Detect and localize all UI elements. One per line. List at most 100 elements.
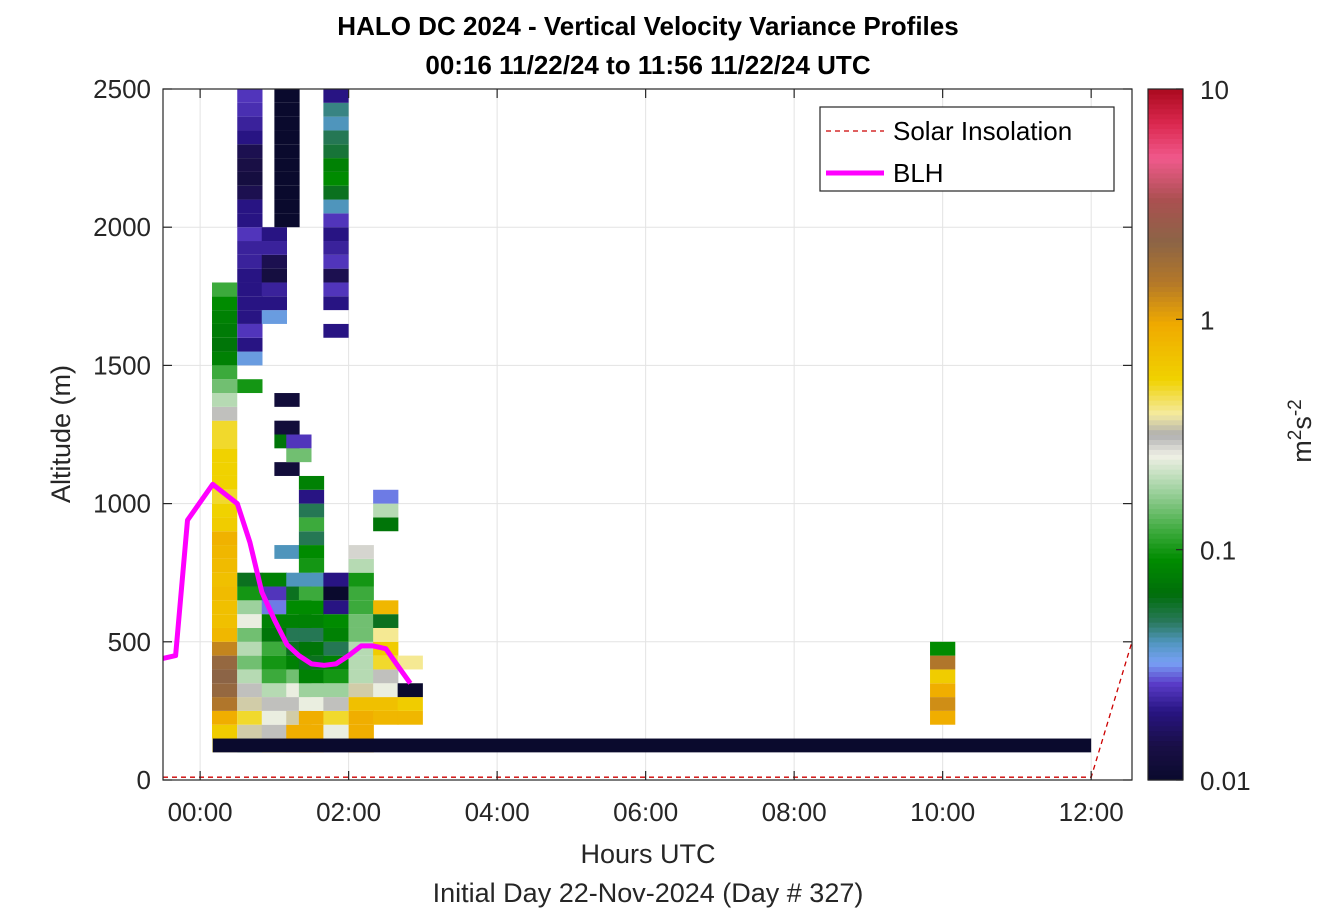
colorbar-segment xyxy=(1148,123,1183,130)
colorbar-segment xyxy=(1148,473,1183,480)
colorbar-segment xyxy=(1148,469,1183,475)
chart-title: HALO DC 2024 - Vertical Velocity Varianc… xyxy=(337,11,958,41)
heatmap-cell xyxy=(298,697,325,711)
heatmap-cell xyxy=(212,351,238,366)
heatmap-cell xyxy=(237,241,263,255)
heatmap-cell xyxy=(237,600,263,615)
heatmap-cell xyxy=(323,683,349,698)
heatmap-cell xyxy=(323,614,349,628)
colorbar-segment xyxy=(1148,715,1183,722)
y-tick-label: 2500 xyxy=(93,74,151,104)
colorbar-segment xyxy=(1148,681,1183,687)
heatmap-cell xyxy=(261,296,288,311)
heatmap-cell xyxy=(212,323,238,338)
heatmap-cell xyxy=(348,586,374,601)
colorbar-segment xyxy=(1148,548,1183,554)
heatmap-cell xyxy=(298,724,325,739)
heatmap-cell xyxy=(212,503,238,518)
colorbar-segment xyxy=(1148,222,1183,228)
colorbar-segment xyxy=(1148,197,1183,204)
colorbar-segment xyxy=(1148,237,1183,243)
colorbar-segment xyxy=(1148,380,1183,386)
colorbar-tick-label: 10 xyxy=(1200,75,1229,105)
colorbar: 0.01 0.1 1 10 m2s-2 xyxy=(1147,75,1317,796)
heatmap-cell xyxy=(298,545,325,559)
colorbar-segment xyxy=(1148,770,1183,776)
heatmap-cell xyxy=(286,448,312,463)
x-axis-ticks: 00:00 02:00 04:00 06:00 08:00 10:00 12:00 xyxy=(168,89,1124,827)
colorbar-segment xyxy=(1148,148,1183,154)
heatmap-cell xyxy=(323,282,349,297)
colorbar-segment xyxy=(1148,414,1183,421)
heatmap-cell xyxy=(261,641,288,656)
heatmap-cell xyxy=(237,614,263,628)
colorbar-segment xyxy=(1148,399,1183,406)
heatmap-cell xyxy=(274,144,300,159)
colorbar-segment xyxy=(1148,612,1183,618)
colorbar-segment xyxy=(1148,577,1183,584)
heatmap-cell xyxy=(323,171,349,186)
colorbar-segment xyxy=(1148,493,1183,500)
heatmap-cell xyxy=(323,697,349,711)
heatmap-cell xyxy=(323,199,349,214)
heatmap-cell xyxy=(212,337,238,352)
heatmap-cell xyxy=(298,586,325,601)
heatmap-cell xyxy=(323,144,349,159)
heatmap-cell xyxy=(212,600,238,615)
heatmap-cell xyxy=(323,724,349,739)
colorbar-segment xyxy=(1148,276,1183,283)
legend-solar-label: Solar Insolation xyxy=(893,116,1072,146)
colorbar-segment xyxy=(1148,518,1183,524)
heatmap-cell xyxy=(298,641,325,656)
colorbar-segment xyxy=(1148,182,1183,189)
heatmap-cell xyxy=(237,144,263,159)
colorbar-segment xyxy=(1148,691,1183,697)
colorbar-segment xyxy=(1148,187,1183,194)
colorbar-segment xyxy=(1148,750,1183,756)
heatmap-cell xyxy=(323,296,349,311)
heatmap-cell xyxy=(237,282,263,297)
legend: Solar Insolation BLH xyxy=(819,106,1115,192)
colorbar-segment xyxy=(1148,281,1183,288)
colorbar-segment xyxy=(1148,508,1183,515)
heatmap-cell xyxy=(212,379,238,394)
heatmap-cell xyxy=(261,683,288,698)
colorbar-segment xyxy=(1148,212,1183,218)
y-tick-label: 2000 xyxy=(93,212,151,242)
heatmap-cell xyxy=(212,517,238,532)
heatmap-cell xyxy=(373,517,399,532)
colorbar-segment xyxy=(1148,592,1183,598)
heatmap-cell xyxy=(274,185,300,200)
colorbar-segment xyxy=(1148,93,1183,100)
heatmap-cell xyxy=(323,185,349,200)
heatmap-cell xyxy=(298,710,325,725)
colorbar-segment xyxy=(1148,370,1183,376)
heatmap-cell xyxy=(323,572,349,587)
heatmap-cell xyxy=(930,655,956,670)
heatmap-cell xyxy=(373,627,399,642)
heatmap-cell xyxy=(323,89,349,103)
colorbar-ticks: 0.01 0.1 1 10 xyxy=(1176,75,1251,796)
heatmap-cell xyxy=(237,268,263,283)
colorbar-segment xyxy=(1148,177,1183,184)
colorbar-segment xyxy=(1148,172,1183,179)
heatmap-cell xyxy=(237,379,263,394)
heatmap-cell xyxy=(212,462,238,476)
colorbar-segment xyxy=(1148,128,1183,135)
heatmap-cell xyxy=(274,158,300,172)
heatmap-cell xyxy=(298,669,325,684)
colorbar-segment xyxy=(1148,133,1183,139)
colorbar-segment xyxy=(1148,360,1183,366)
heatmap-cell xyxy=(373,710,399,725)
colorbar-segment xyxy=(1148,454,1183,460)
colorbar-segment xyxy=(1148,622,1183,628)
legend-blh-label: BLH xyxy=(893,158,944,188)
heatmap-cell xyxy=(323,227,349,242)
heatmap-cell xyxy=(373,489,399,504)
colorbar-segment xyxy=(1148,602,1183,608)
plot-frame xyxy=(162,88,1133,781)
heatmap-cell xyxy=(237,89,263,103)
colorbar-segment xyxy=(1148,217,1183,223)
colorbar-label: m2s-2 xyxy=(1285,399,1317,462)
colorbar-gradient xyxy=(1148,89,1183,781)
